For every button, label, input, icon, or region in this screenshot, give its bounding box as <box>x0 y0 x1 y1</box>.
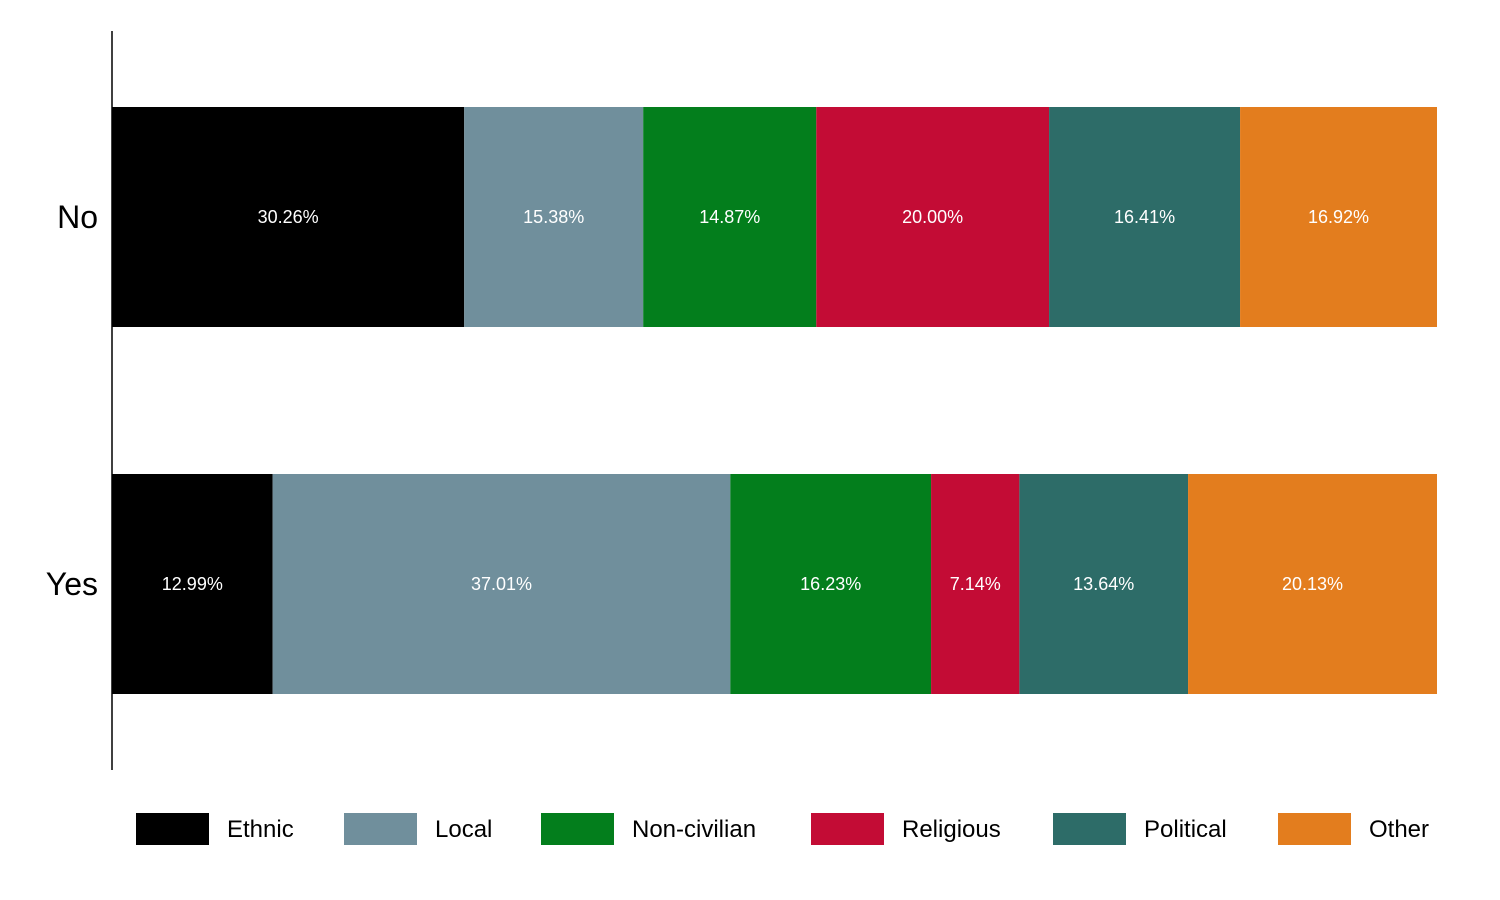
data-label-yes-ethnic: 12.99% <box>162 574 223 594</box>
data-label-no-other: 16.92% <box>1308 207 1369 227</box>
bars <box>112 107 1437 694</box>
bar-no-non-civilian <box>643 107 817 327</box>
legend-label-non-civilian: Non-civilian <box>632 816 756 843</box>
data-label-no-political: 16.41% <box>1114 207 1175 227</box>
legend-swatch-religious <box>811 813 884 845</box>
bar-no-local <box>464 107 644 327</box>
legend-label-local: Local <box>435 816 492 843</box>
legend-label-other: Other <box>1369 816 1429 843</box>
bar-yes-non-civilian <box>730 474 932 694</box>
data-label-yes-religious: 7.14% <box>950 574 1001 594</box>
data-label-no-local: 15.38% <box>523 207 584 227</box>
data-label-yes-political: 13.64% <box>1073 574 1134 594</box>
bar-yes-other <box>1188 474 1437 694</box>
bar-no-political <box>1049 107 1241 327</box>
category-labels: No Yes <box>46 199 98 602</box>
data-label-yes-other: 20.13% <box>1282 574 1343 594</box>
category-label-yes: Yes <box>46 566 98 602</box>
bar-no-ethnic <box>112 107 465 327</box>
legend-swatch-political <box>1053 813 1126 845</box>
legend-swatch-local <box>344 813 417 845</box>
data-label-no-ethnic: 30.26% <box>258 207 319 227</box>
legend-swatch-non-civilian <box>541 813 614 845</box>
legend-label-ethnic: Ethnic <box>227 816 294 843</box>
bar-no-other <box>1240 107 1437 327</box>
segment-labels: 30.26% 15.38% 14.87% 20.00% 16.41% 16.92% 12.9… <box>162 207 1369 594</box>
legend-swatch-other <box>1278 813 1351 845</box>
legend: Ethnic Local Non-civilian Religious Politica… <box>136 813 1429 845</box>
bar-yes-religious <box>931 474 1020 694</box>
bar-yes-local <box>272 474 731 694</box>
legend-label-religious: Religious <box>902 816 1001 843</box>
bar-no-religious <box>816 107 1050 327</box>
category-label-no: No <box>57 199 98 235</box>
legend-label-political: Political <box>1144 816 1227 843</box>
data-label-yes-local: 37.01% <box>471 574 532 594</box>
data-label-no-non-civilian: 14.87% <box>699 207 760 227</box>
data-label-no-religious: 20.00% <box>902 207 963 227</box>
data-label-yes-non-civilian: 16.23% <box>800 574 861 594</box>
legend-swatch-ethnic <box>136 813 209 845</box>
bar-yes-ethnic <box>112 474 273 694</box>
bar-yes-political <box>1019 474 1189 694</box>
